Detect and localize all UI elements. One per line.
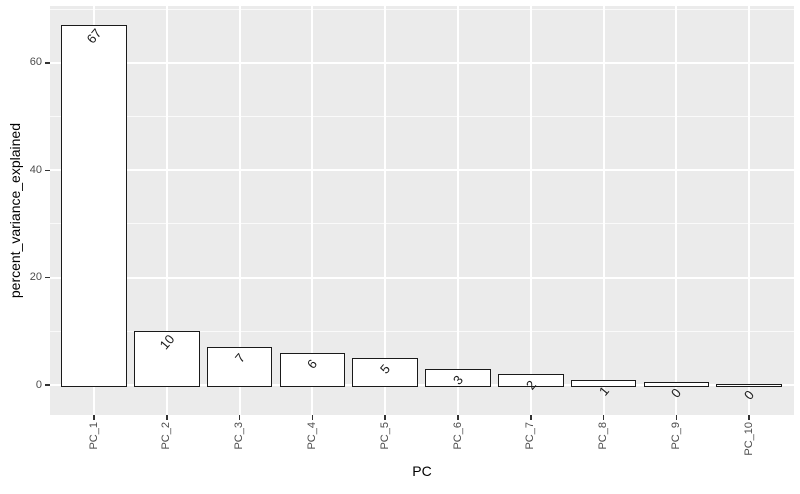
bar-pc_8 <box>570 379 637 387</box>
gridline-major-y-40 <box>50 169 794 172</box>
x-axis-tick-pc_7 <box>530 415 532 420</box>
x-tick-label-pc_2: PC_2 <box>160 422 173 450</box>
y-tick-label-0: 0 <box>35 378 42 391</box>
gridline-minor-y-70 <box>50 8 794 10</box>
y-tick-label-60: 60 <box>29 56 42 69</box>
x-axis-tick-pc_8 <box>602 415 605 420</box>
gridline-major-x-pc_4 <box>311 6 314 415</box>
bar-pc_4 <box>279 352 346 387</box>
x-axis-title: PC <box>412 463 432 479</box>
x-tick-label-pc_6: PC_6 <box>451 422 464 450</box>
x-tick-label-pc_8: PC_8 <box>597 422 610 450</box>
x-tick-label-pc_3: PC_3 <box>233 422 246 450</box>
x-tick-label-pc_10: PC_10 <box>742 422 755 456</box>
y-axis-tick-40 <box>45 169 50 172</box>
x-axis-tick-pc_6 <box>457 415 459 420</box>
gridline-minor-y-50 <box>50 116 794 118</box>
x-tick-label-pc_7: PC_7 <box>524 422 537 450</box>
gridline-major-x-pc_8 <box>602 6 605 415</box>
gridline-major-y-60 <box>50 61 794 64</box>
x-axis-tick-pc_3 <box>238 415 241 420</box>
y-axis-tick-20 <box>45 276 50 279</box>
gridline-major-y-0 <box>50 384 794 386</box>
bar-pc_9 <box>643 382 710 387</box>
gridline-minor-y-10 <box>50 330 794 332</box>
bar-pc_3 <box>206 347 273 387</box>
gridline-major-y-20 <box>50 276 794 279</box>
bar-pc_1 <box>61 25 127 387</box>
gridline-major-x-pc_5 <box>384 6 387 415</box>
bar-pc_6 <box>425 368 491 387</box>
y-axis-tick-60 <box>45 62 50 64</box>
x-axis-tick-pc_1 <box>93 415 95 420</box>
bar-pc_10 <box>716 383 782 387</box>
bar-value-label-pc_9: 0 <box>668 385 685 401</box>
gridline-major-x-pc_7 <box>529 6 532 415</box>
y-tick-label-20: 20 <box>29 271 42 284</box>
bar-value-label-pc_10: 0 <box>741 387 758 403</box>
y-tick-label-40: 40 <box>29 163 42 176</box>
x-axis-tick-pc_10 <box>748 415 750 420</box>
gridline-major-x-pc_2 <box>165 6 168 415</box>
bar-pc_2 <box>134 331 200 387</box>
gridline-minor-y-30 <box>50 223 794 225</box>
x-axis-tick-pc_5 <box>384 415 386 420</box>
x-axis-tick-pc_9 <box>675 415 678 420</box>
bar-pc_5 <box>352 358 418 387</box>
x-axis-tick-pc_2 <box>166 415 168 420</box>
x-tick-label-pc_9: PC_9 <box>669 422 682 450</box>
x-axis-tick-pc_4 <box>311 415 314 420</box>
x-tick-label-pc_1: PC_1 <box>87 422 100 450</box>
gridline-major-x-pc_3 <box>238 6 241 415</box>
x-tick-label-pc_5: PC_5 <box>378 422 391 450</box>
y-axis-tick-0 <box>45 384 50 386</box>
x-tick-label-pc_4: PC_4 <box>305 422 318 450</box>
gridline-major-x-pc_6 <box>457 6 459 415</box>
plot-panel: 67 10 7 6 5 3 2 1 0 0 <box>50 6 794 415</box>
gridline-major-x-pc_10 <box>748 6 751 415</box>
bar-pc_7 <box>498 374 564 387</box>
gridline-major-x-pc_9 <box>675 6 678 415</box>
